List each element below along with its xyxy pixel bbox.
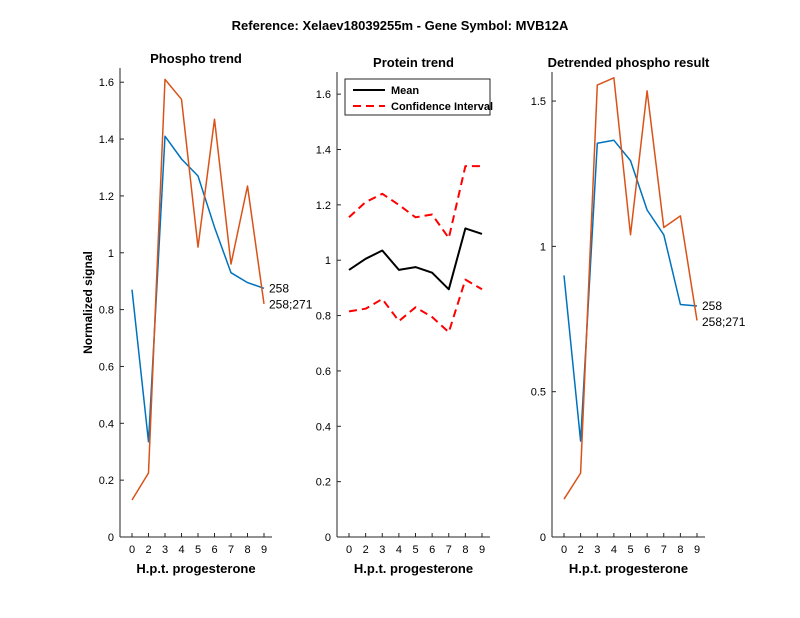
protein-y-tick-label: 1.4 [316,145,331,157]
protein-y-tick-label: 0.2 [316,477,331,489]
phospho-x-tick-label: 2 [145,544,151,556]
protein-x-tick-label: 8 [462,544,468,556]
detrended-series-line-2 [563,77,698,500]
protein-x-tick-label: 5 [412,544,418,556]
phospho-y-tick-label: 1.4 [99,134,114,146]
phospho-x-tick-label: 7 [228,544,234,556]
protein-x-tick-label: 3 [379,544,385,556]
detrended-x-tick-label: 9 [694,544,700,556]
detrended-x-tick-label: 8 [677,544,683,556]
phospho-y-tick-label: 1 [108,248,114,260]
phospho-series-end-label: 258;271 [269,297,313,311]
phospho-series-line-2 [131,78,265,501]
phospho-x-tick-label: 4 [178,544,184,556]
protein-legend: Mean Confidence Interval [344,78,493,116]
phospho-y-tick-label: 0.2 [99,475,114,487]
protein-series-line-2 [348,165,482,240]
protein-x-tick-label: 2 [363,544,369,556]
protein-series-line-1 [348,227,483,291]
phospho-y-tick-label: 1.2 [99,191,114,203]
protein-x-tick-label: 7 [446,544,452,556]
phospho-x-tick-label: 0 [129,544,135,556]
protein-y-tick-label: 0.6 [316,366,331,378]
phospho-x-tick-label: 3 [162,544,168,556]
detrended-x-tick-label: 5 [627,544,633,556]
protein-x-label: H.p.t. progesterone [354,561,473,576]
protein-x-tick-label: 0 [346,544,352,556]
figure-suptitle: Reference: Xelaev18039255m - Gene Symbol… [232,18,569,33]
detrended-x-tick-label: 3 [594,544,600,556]
phospho-y-tick-label: 0 [108,532,114,544]
detrended-x-tick-label: 7 [661,544,667,556]
phospho-series-end-label: 258 [269,281,289,295]
detrended-x-label: H.p.t. progesterone [569,561,688,576]
detrended-y-tick-label: 1 [540,241,546,253]
detrended-x-tick-label: 6 [644,544,650,556]
protein-y-tick-label: 1.2 [316,200,331,212]
phospho-x-tick-label: 5 [195,544,201,556]
phospho-x-tick-label: 8 [244,544,250,556]
detrended-y-tick-label: 0 [540,532,546,544]
phospho-x-label: H.p.t. progesterone [136,561,255,576]
detrended-x-tick-label: 2 [578,544,584,556]
phospho-y-label: Normalized signal [81,251,95,354]
protein-x-tick-label: 4 [396,544,402,556]
legend-label-2: Confidence Interval [391,101,493,113]
protein-y-tick-label: 1 [325,255,331,267]
detrended-y-tick-label: 1.5 [531,96,546,108]
protein-x-tick-label: 9 [479,544,485,556]
detrended-x-tick-label: 4 [611,544,617,556]
detrended-y-tick-label: 0.5 [531,387,546,399]
protein-y-tick-label: 1.6 [316,89,331,101]
detrended-title: Detrended phospho result [548,55,710,70]
phospho-y-tick-label: 0.4 [99,418,114,430]
phospho-title: Phospho trend [150,51,242,66]
detrended-series-end-label: 258 [702,299,722,313]
detrended-x-tick-label: 0 [561,544,567,556]
protein-y-tick-label: 0 [325,532,331,544]
detrended-series-end-label: 258;271 [702,315,746,329]
protein-title: Protein trend [373,55,454,70]
phospho-y-tick-label: 1.6 [99,77,114,89]
phospho-y-tick-label: 0.8 [99,305,114,317]
phospho-y-tick-label: 0.6 [99,361,114,373]
legend-box [344,78,491,116]
protein-x-tick-label: 6 [429,544,435,556]
phospho-x-tick-label: 9 [261,544,267,556]
protein-y-tick-label: 0.8 [316,311,331,323]
protein-y-tick-label: 0.4 [316,421,331,433]
phospho-x-tick-label: 6 [211,544,217,556]
legend-label-1: Mean [391,85,419,97]
protein-series-line-3 [348,278,483,334]
